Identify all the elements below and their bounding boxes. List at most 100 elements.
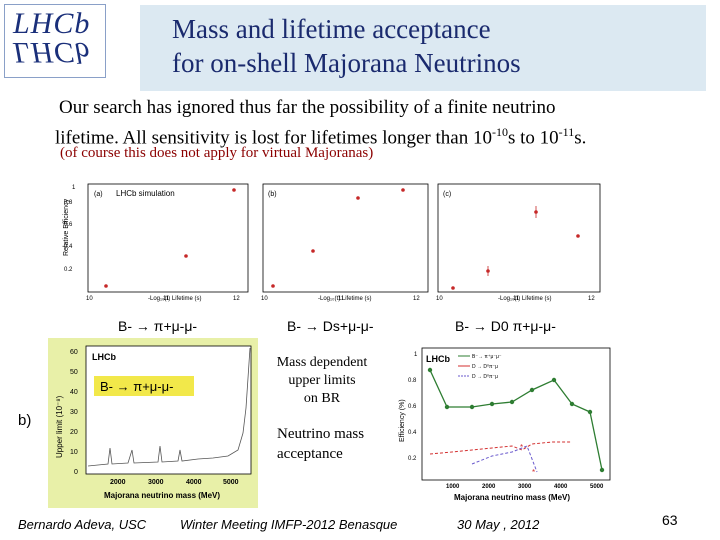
panel-a-tag: (a) xyxy=(94,191,103,198)
svg-text:*: * xyxy=(532,468,535,477)
right-chart-lhcb-label: LHCb xyxy=(426,354,450,364)
panel-b-xtick-11: 11 xyxy=(338,296,345,302)
data-point xyxy=(104,284,108,288)
body-line-2-text: lifetime. All sensitivity is lost for li… xyxy=(55,127,492,149)
body-line-1: Our search has ignored thus far the poss… xyxy=(59,97,556,118)
xtick: 2000 xyxy=(482,484,496,490)
body-paragraph: Our search has ignored thus far the poss… xyxy=(55,96,705,150)
footer-author: Bernardo Adeva, USC xyxy=(18,517,147,532)
panel-c-xtick-12: 12 xyxy=(588,296,595,302)
lifetime-efficiency-chart: Relative Efficiency (a) LHCb simulation … xyxy=(58,176,606,308)
mass-limits-text: Mass dependent upper limits on BR xyxy=(262,354,382,408)
panel-a-xtick-10: 10 xyxy=(86,296,93,302)
mass-limits-line-1: Mass dependent xyxy=(276,355,368,370)
simulation-label: LHCb simulation xyxy=(116,189,175,198)
legend: B⁻→ π⁺μ⁻μ⁻ D → D⁰π⁻μ D → D⁰π⁻μ xyxy=(458,354,502,380)
left-chart-lhcb-label: LHCb xyxy=(92,352,116,362)
lhcb-logo: LHCb LHCb xyxy=(4,4,106,78)
neutrino-acceptance-text: Neutrino mass acceptance xyxy=(277,424,364,464)
logo-text-bottom: LHCb xyxy=(13,36,91,69)
body-line-2: lifetime. All sensitivity is lost for li… xyxy=(55,120,705,150)
acceptance-line-2: acceptance xyxy=(277,446,343,462)
panel-c-tag: (c) xyxy=(443,191,451,198)
footer-event: Winter Meeting IMFP-2012 Benasque xyxy=(180,517,398,532)
mass-limits-line-2: upper limits xyxy=(288,373,356,388)
panel-c-xlabel: -Log₁₀(t) Lifetime (s) xyxy=(498,296,552,302)
ytick-0-6: 0.6 xyxy=(64,222,73,228)
upper-limit-chart: LHCb B- → π+μ-μ- Upper limit (10⁻⁸) 0 10… xyxy=(48,338,258,508)
plot-area xyxy=(85,345,252,475)
panel-c-xtick-11: 11 xyxy=(513,296,520,302)
panel-a-xtick-11: 11 xyxy=(163,296,170,302)
decay-label-3: B- → D0 π+μ-μ- xyxy=(455,318,556,334)
efficiency-vs-mass-chart: LHCb Efficiency (%) 0.2 0.4 0.6 0.8 1 10… xyxy=(392,342,618,508)
title-background xyxy=(140,5,706,91)
panel-a-xlabel: -Log₁₀(t) Lifetime (s) xyxy=(148,296,202,302)
data-point xyxy=(232,188,236,192)
top-chart-ylabel: Relative Efficiency xyxy=(63,198,70,256)
right-chart-xlabel: Majorana neutrino mass (MeV) xyxy=(454,493,570,502)
ytick-0-2: 0.2 xyxy=(64,267,73,273)
svg-text:*: * xyxy=(520,443,523,452)
data-point xyxy=(184,254,188,258)
panel-b-xtick-10: 10 xyxy=(261,296,268,302)
left-chart-xlabel: Majorana neutrino mass (MeV) xyxy=(104,491,220,500)
data-point xyxy=(451,286,455,290)
panel-b-xlabel: -Log₁₀(t) Lifetime (s) xyxy=(318,296,372,302)
title-line-1: Mass and lifetime acceptance xyxy=(172,14,491,44)
xtick: 5000 xyxy=(223,479,239,486)
data-point xyxy=(311,249,315,253)
panel-b-frame xyxy=(262,183,429,293)
ytick-1: 1 xyxy=(72,185,76,191)
panel-a-xtick-12: 12 xyxy=(233,296,240,302)
ytick-0-4: 0.4 xyxy=(64,244,73,250)
slide-title: Mass and lifetime acceptance for on-shel… xyxy=(172,12,521,80)
ytick: 0.6 xyxy=(408,404,417,410)
xtick: 3000 xyxy=(518,484,532,490)
decay-label-2: B- → Ds+μ-μ- xyxy=(287,318,374,334)
ytick: 30 xyxy=(70,409,78,416)
xtick: 4000 xyxy=(554,484,568,490)
left-chart-decay-label: B- → π+μ-μ- xyxy=(100,379,173,394)
upper-limit-curve xyxy=(87,347,251,467)
xtick: 2000 xyxy=(110,479,126,486)
ytick-0-8: 0.8 xyxy=(64,200,73,206)
data-point xyxy=(401,188,405,192)
right-chart-ylabel: Efficiency (%) xyxy=(399,399,406,442)
page-number: 63 xyxy=(662,512,678,528)
ytick: 0.2 xyxy=(408,456,417,462)
decay-highlight xyxy=(94,376,194,396)
panel-c-frame xyxy=(437,183,601,293)
ytick: 50 xyxy=(70,369,78,376)
legend-entry: D → D⁰π⁻μ xyxy=(472,364,498,370)
data-point xyxy=(356,196,360,200)
series-red xyxy=(429,441,572,455)
body-line-2-suffix: s. xyxy=(574,127,587,149)
title-line-2: for on-shell Majorana Neutrinos xyxy=(172,48,521,78)
data-point xyxy=(271,284,275,288)
panel-c-xtick-10: 10 xyxy=(436,296,443,302)
ytick: 1 xyxy=(414,352,418,358)
mass-limits-line-3: on BR xyxy=(303,391,341,406)
ytick: 60 xyxy=(70,349,78,356)
ytick: 20 xyxy=(70,429,78,436)
footer-date: 30 May , 2012 xyxy=(457,517,540,532)
ytick: 0.4 xyxy=(408,430,417,436)
right-plot-area xyxy=(421,347,611,481)
logo-text-top: LHCb xyxy=(13,7,91,40)
legend-entry: B⁻→ π⁺μ⁻μ⁻ xyxy=(472,354,502,360)
ytick: 0 xyxy=(74,469,78,476)
panel-a-frame xyxy=(87,183,249,293)
acceptance-line-1: Neutrino mass xyxy=(277,426,365,442)
body-line-2-mid: s to 10 xyxy=(507,127,559,149)
panel-b-tag: (b) xyxy=(268,191,277,198)
ytick: 0.8 xyxy=(408,378,417,384)
xtick: 5000 xyxy=(590,484,604,490)
exponent-2: -11 xyxy=(558,125,575,139)
ytick: 10 xyxy=(70,449,78,456)
legend-entry: D → D⁰π⁻μ xyxy=(472,374,498,380)
ytick: 40 xyxy=(70,389,78,396)
xtick: 3000 xyxy=(148,479,164,486)
note-text: (of course this does not apply for virtu… xyxy=(60,145,374,161)
panel-b-xtick-12: 12 xyxy=(413,296,420,302)
